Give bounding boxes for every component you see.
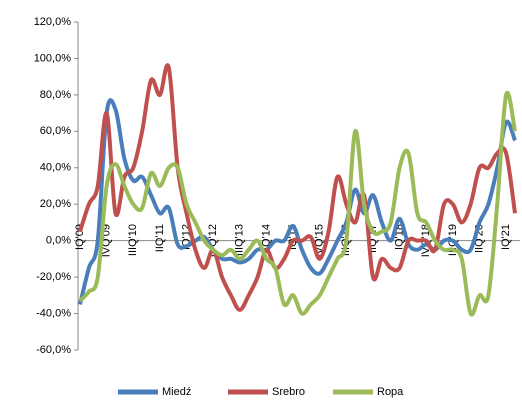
y-tick-label: 20,0% (40, 198, 71, 210)
series-line (78, 63, 517, 312)
y-tick-label: -60,0% (36, 344, 71, 356)
x-tick-label: IIQ'11 (154, 224, 166, 252)
x-tick-label: IQ'21 (500, 224, 512, 250)
y-tick-label: 60,0% (40, 125, 71, 137)
x-tick-label: IIIQ'10 (127, 224, 139, 256)
y-tick-label: -40,0% (36, 307, 71, 319)
y-tick-label: 100,0% (34, 52, 72, 64)
legend-label: Miedź (162, 386, 191, 398)
x-tick-label: IIIQ'13 (234, 224, 246, 256)
legend-label: Ropa (377, 386, 404, 398)
series-line (78, 90, 517, 317)
y-tick-label: 80,0% (40, 89, 71, 101)
y-tick-label: 0,0% (46, 235, 71, 247)
x-tick-label: IQ'09 (74, 224, 86, 250)
legend-label: Srebro (272, 386, 305, 398)
y-tick-label: -20,0% (36, 271, 71, 283)
series-line (78, 98, 517, 305)
y-tick-label: 40,0% (40, 162, 71, 174)
y-tick-label: 120,0% (34, 16, 72, 28)
